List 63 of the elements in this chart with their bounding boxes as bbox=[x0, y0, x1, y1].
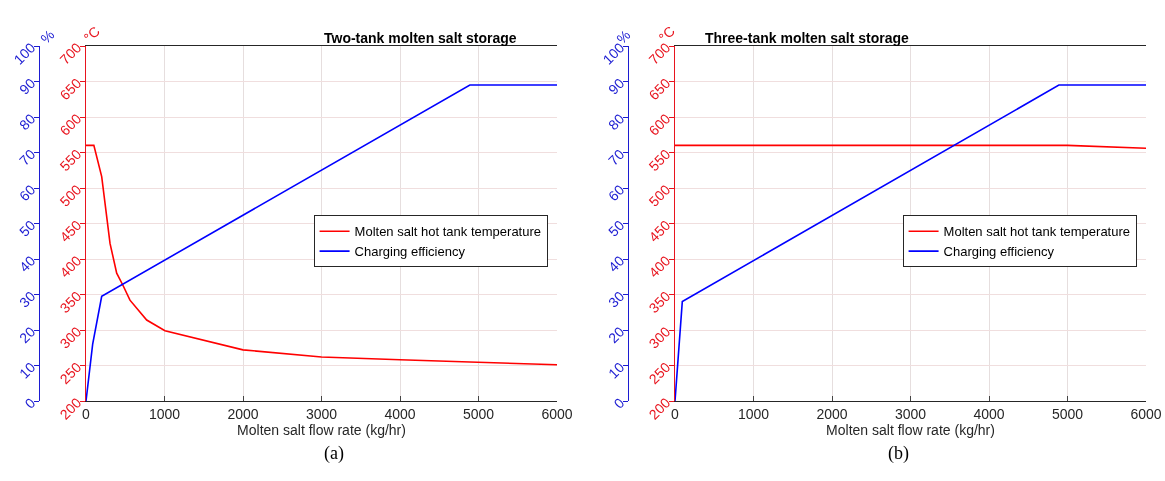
y-tick-label: 350 bbox=[56, 288, 85, 316]
y2-tick-label: 40 bbox=[604, 252, 628, 275]
x-axis-title: Molten salt flow rate (kg/hr) bbox=[237, 421, 406, 438]
x-tick-label: 6000 bbox=[1130, 405, 1162, 422]
y2-tick-label: 60 bbox=[15, 181, 39, 204]
y-tick-label: 250 bbox=[645, 359, 674, 387]
y2-axis-title: % bbox=[37, 26, 58, 47]
y2-tick-label: 80 bbox=[604, 110, 628, 133]
x-tick-label: 3000 bbox=[305, 405, 338, 422]
y2-tick-label: 30 bbox=[15, 288, 39, 311]
x-axis-title: Molten salt flow rate (kg/hr) bbox=[826, 421, 995, 438]
x-tick-label: 4000 bbox=[384, 405, 416, 422]
legend-label: Molten salt hot tank temperature bbox=[943, 224, 1131, 240]
y2-tick-label: 70 bbox=[604, 146, 628, 169]
y-tick-label: 500 bbox=[645, 181, 674, 210]
y-tick-label: 300 bbox=[56, 323, 85, 352]
y-tick-label: 700 bbox=[645, 39, 674, 68]
x-tick-label: 4000 bbox=[973, 405, 1005, 422]
y-tick-label: 250 bbox=[56, 359, 85, 387]
y2-tick-label: 60 bbox=[604, 181, 628, 204]
x-tick-label: 2000 bbox=[816, 405, 848, 422]
y-tick-label: 400 bbox=[645, 252, 674, 281]
y-tick-label: 450 bbox=[56, 217, 85, 245]
y2-tick-label: 80 bbox=[15, 110, 39, 133]
y2-tick-label: 90 bbox=[15, 75, 39, 98]
y-tick-label: 450 bbox=[645, 217, 674, 245]
x-tick-label: 0 bbox=[671, 405, 680, 422]
y2-tick-label: 10 bbox=[604, 359, 628, 382]
legend-label: Charging efficiency bbox=[354, 244, 466, 260]
x-tick-label: 6000 bbox=[541, 405, 573, 422]
y-tick-label: 600 bbox=[56, 110, 85, 139]
y2-tick-label: 50 bbox=[15, 217, 39, 240]
legend-label: Molten salt hot tank temperature bbox=[354, 224, 542, 240]
y2-tick-label: 30 bbox=[604, 288, 628, 311]
y2-tick-label: 70 bbox=[15, 146, 39, 169]
y-tick-label: 650 bbox=[56, 75, 85, 103]
x-tick-label: 1000 bbox=[148, 405, 181, 422]
chart-title: Three-tank molten salt storage bbox=[705, 30, 910, 46]
x-tick-label: 3000 bbox=[894, 405, 927, 422]
x-tick-label: 2000 bbox=[227, 405, 259, 422]
x-tick-label: 1000 bbox=[737, 405, 770, 422]
x-tick-label: 5000 bbox=[462, 405, 495, 422]
text: (a) bbox=[324, 443, 344, 464]
y2-tick-label: 10 bbox=[15, 359, 39, 382]
text: (b) bbox=[888, 443, 909, 464]
y-tick-label: 500 bbox=[56, 181, 85, 210]
legend-label: Charging efficiency bbox=[943, 244, 1055, 260]
y-tick-label: 650 bbox=[645, 75, 674, 103]
y2-tick-label: 90 bbox=[604, 75, 628, 98]
y2-tick-label: 20 bbox=[604, 323, 628, 346]
y-tick-label: 550 bbox=[56, 146, 85, 174]
y-tick-label: 600 bbox=[645, 110, 674, 139]
x-tick-label: 0 bbox=[82, 405, 91, 422]
y2-tick-label: 100 bbox=[10, 39, 39, 68]
y2-tick-label: 40 bbox=[15, 252, 39, 275]
y2-tick-label: 50 bbox=[604, 217, 628, 240]
chart-title: Two-tank molten salt storage bbox=[324, 30, 517, 46]
y-tick-label: 400 bbox=[56, 252, 85, 281]
y-tick-label: 300 bbox=[645, 323, 674, 352]
x-tick-label: 5000 bbox=[1051, 405, 1084, 422]
y-tick-label: 550 bbox=[645, 146, 674, 174]
y2-tick-label: 20 bbox=[15, 323, 39, 346]
y-tick-label: 350 bbox=[645, 288, 674, 316]
